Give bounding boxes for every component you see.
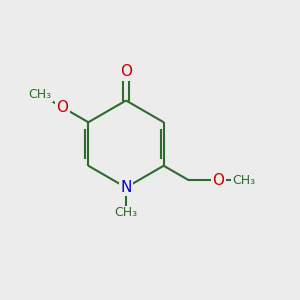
Text: O: O bbox=[56, 100, 68, 115]
Text: O: O bbox=[212, 172, 224, 188]
Text: N: N bbox=[120, 180, 132, 195]
Text: CH₃: CH₃ bbox=[29, 88, 52, 101]
Text: CH₃: CH₃ bbox=[114, 206, 138, 220]
Text: CH₃: CH₃ bbox=[232, 173, 255, 187]
Text: O: O bbox=[120, 64, 132, 80]
